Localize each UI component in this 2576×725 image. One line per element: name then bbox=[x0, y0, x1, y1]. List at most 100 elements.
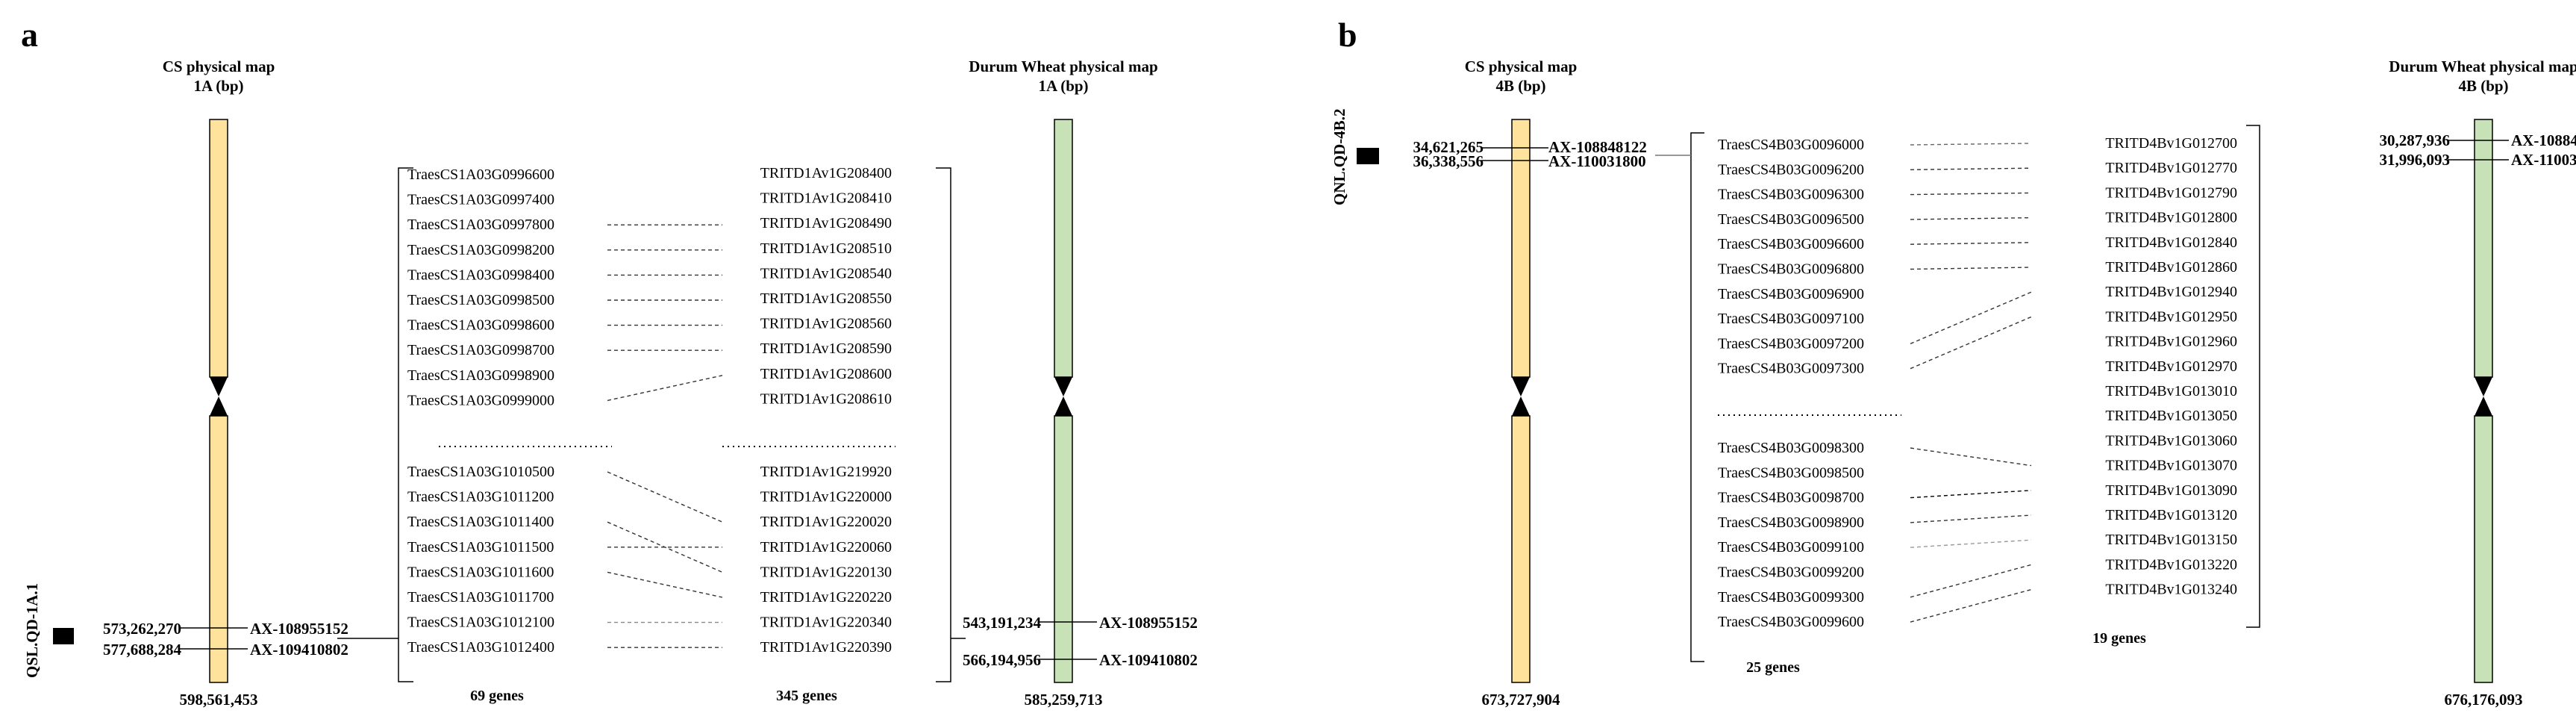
durum-gene-list-bottom-a: TRITD1Av1G219920 TRITD1Av1G220000 TRITD1Av… bbox=[760, 464, 892, 656]
durum-gene: TRITD4Bv1G013010 bbox=[2105, 383, 2237, 399]
cs-marker-pos-1: 573,262,270 bbox=[103, 620, 181, 638]
cs-chromosome-1a bbox=[209, 119, 228, 683]
durum-gene: TRITD1Av1G219920 bbox=[760, 464, 892, 480]
cs-gene: TraesCS4B03G0096900 bbox=[1718, 286, 1864, 302]
cs-marker-name-1: AX-108955152 bbox=[250, 620, 348, 638]
cs-marker-pos-2: 577,688,284 bbox=[103, 641, 182, 659]
durum-gene: TRITD4Bv1G012840 bbox=[2105, 234, 2237, 251]
gene-link bbox=[1910, 217, 2032, 220]
durum-gene: TRITD1Av1G208510 bbox=[760, 240, 892, 257]
durum-map-title-b: Durum Wheat physical map bbox=[2389, 57, 2576, 75]
cs-gene: TraesCS1A03G0998500 bbox=[407, 292, 554, 308]
cs-map-title-a: CS physical map bbox=[163, 57, 275, 75]
cs-bracket-a bbox=[398, 167, 413, 682]
durum-bracket-b bbox=[2246, 125, 2260, 628]
durum-gene: TRITD4Bv1G013120 bbox=[2105, 507, 2237, 523]
qtl-bar-a bbox=[53, 628, 74, 644]
durum-gene: TRITD1Av1G208610 bbox=[760, 390, 892, 407]
durum-gene: TRITD4Bv1G013240 bbox=[2105, 582, 2237, 598]
gene-link bbox=[1910, 447, 2032, 467]
gene-link bbox=[1910, 490, 2032, 499]
durum-end-pos-a: 585,259,713 bbox=[1025, 691, 1103, 709]
gene-link bbox=[1910, 242, 2032, 245]
cs-gene: TraesCS1A03G0998200 bbox=[407, 242, 554, 258]
cs-end-pos-b: 673,727,904 bbox=[1482, 691, 1561, 709]
cs-chromosome-upper-arm bbox=[209, 119, 228, 378]
durum-gene: TRITD1Av1G208560 bbox=[760, 316, 892, 332]
cs-marker-name-1: AX-108848122 bbox=[1548, 138, 1647, 156]
qtl-label-b: QNL.QD-4B.2 bbox=[1331, 108, 1348, 205]
cs-gene: TraesCS1A03G1011400 bbox=[407, 514, 554, 530]
durum-gene: TRITD1Av1G220130 bbox=[760, 564, 892, 580]
durum-gene: TRITD4Bv1G012800 bbox=[2105, 210, 2237, 226]
cs-gene: TraesCS4B03G0096800 bbox=[1718, 261, 1864, 278]
cs-gene: TraesCS1A03G1011700 bbox=[407, 589, 554, 606]
durum-gene-list-top-a: TRITD1Av1G208400 TRITD1Av1G208410 TRITD1Av… bbox=[760, 165, 892, 407]
cs-gene: TraesCS1A03G0999000 bbox=[407, 392, 554, 408]
durum-gene: TRITD1Av1G208490 bbox=[760, 215, 892, 231]
durum-gene: TRITD1Av1G208590 bbox=[760, 340, 892, 357]
cs-gene: TraesCS1A03G1011200 bbox=[407, 489, 554, 505]
cs-gene-count-a: 69 genes bbox=[470, 688, 524, 704]
durum-gene: TRITD1Av1G220060 bbox=[760, 539, 892, 556]
cs-marker-name-2: AX-109410802 bbox=[250, 641, 348, 659]
gene-link bbox=[607, 375, 723, 402]
panel-a: a CS physical map 1A (bp) 573,262,270 57… bbox=[21, 16, 1198, 709]
durum-gene: TRITD1Av1G208400 bbox=[760, 165, 892, 181]
durum-centromere bbox=[2475, 377, 2492, 416]
cs-gene: TraesCS4B03G0097100 bbox=[1718, 311, 1864, 327]
durum-chromosome-lower-arm bbox=[1054, 415, 1073, 683]
cs-gene: TraesCS4B03G0096000 bbox=[1718, 137, 1864, 153]
durum-gene: TRITD4Bv1G012790 bbox=[2105, 184, 2237, 201]
gene-links-a bbox=[607, 224, 723, 648]
cs-gene-list-top-a: TraesCS1A03G0996600 TraesCS1A03G0997400 Tr… bbox=[407, 167, 554, 408]
cs-gene: TraesCS4B03G0099200 bbox=[1718, 564, 1864, 581]
cs-gene: TraesCS1A03G0997800 bbox=[407, 217, 554, 233]
durum-gene: TRITD1Av1G220390 bbox=[760, 639, 892, 656]
cs-gene: TraesCS4B03G0096200 bbox=[1718, 161, 1864, 178]
cs-chrom-label-a: 1A (bp) bbox=[193, 77, 243, 95]
gene-link bbox=[1910, 291, 2032, 345]
cs-centromere bbox=[1512, 377, 1530, 416]
durum-gene: TRITD4Bv1G013220 bbox=[2105, 556, 2237, 573]
durum-end-pos-b: 676,176,093 bbox=[2445, 691, 2523, 709]
panel-label-a: a bbox=[21, 16, 38, 54]
cs-chrom-label-b: 4B (bp) bbox=[1495, 77, 1545, 95]
cs-gene: TraesCS4B03G0098500 bbox=[1718, 464, 1864, 481]
cs-chromosome-lower-arm bbox=[1511, 415, 1531, 683]
durum-gene-list-b: TRITD4Bv1G012700 TRITD4Bv1G012770 TRITD4Bv… bbox=[2105, 135, 2237, 598]
durum-gene: TRITD4Bv1G012770 bbox=[2105, 160, 2237, 176]
gene-link bbox=[1910, 167, 2032, 170]
cs-marker-pos-2: 36,338,556 bbox=[1413, 152, 1484, 170]
durum-marker-pos-2: 566,194,956 bbox=[963, 651, 1041, 669]
cs-gene: TraesCS1A03G1010500 bbox=[407, 464, 554, 480]
durum-chromosome-1a bbox=[1054, 119, 1073, 683]
cs-bracket-b bbox=[1690, 132, 1704, 662]
cs-gene: TraesCS4B03G0096600 bbox=[1718, 236, 1864, 252]
durum-gene: TRITD1Av1G208600 bbox=[760, 366, 892, 382]
gene-link bbox=[1910, 316, 2032, 370]
cs-gene: TraesCS4B03G0097300 bbox=[1718, 361, 1864, 377]
durum-gene: TRITD4Bv1G012860 bbox=[2105, 259, 2237, 276]
gene-link bbox=[1910, 564, 2032, 598]
cs-gene: TraesCS1A03G0996600 bbox=[407, 167, 554, 183]
cs-gene: TraesCS1A03G0998600 bbox=[407, 317, 554, 334]
durum-gene: TRITD1Av1G220220 bbox=[760, 589, 892, 606]
gene-links-b bbox=[1910, 143, 2032, 623]
durum-gene: TRITD4Bv1G013070 bbox=[2105, 458, 2237, 474]
cs-gene: TraesCS1A03G1012400 bbox=[407, 639, 554, 656]
cs-end-pos-a: 598,561,453 bbox=[180, 691, 258, 709]
gene-link bbox=[1910, 192, 2032, 196]
durum-chromosome-lower-arm bbox=[2474, 415, 2493, 683]
durum-gene: TRITD4Bv1G012960 bbox=[2105, 334, 2237, 350]
durum-marker-name-2: AX-110031800 bbox=[2511, 151, 2576, 169]
cs-marker-pos-1: 34,621,265 bbox=[1413, 138, 1484, 156]
durum-centromere bbox=[1054, 377, 1072, 416]
cs-gene: TraesCS1A03G0998400 bbox=[407, 267, 554, 283]
cs-gene: TraesCS4B03G0098700 bbox=[1718, 490, 1864, 506]
cs-gene-list-top-b: TraesCS4B03G0096000 TraesCS4B03G0096200 Tr… bbox=[1718, 137, 1864, 377]
cs-gene: TraesCS4B03G0099600 bbox=[1718, 614, 1864, 630]
durum-gene-count-b: 19 genes bbox=[2092, 630, 2146, 647]
gene-link bbox=[1910, 267, 2032, 270]
durum-chrom-label-b: 4B (bp) bbox=[2458, 77, 2508, 95]
